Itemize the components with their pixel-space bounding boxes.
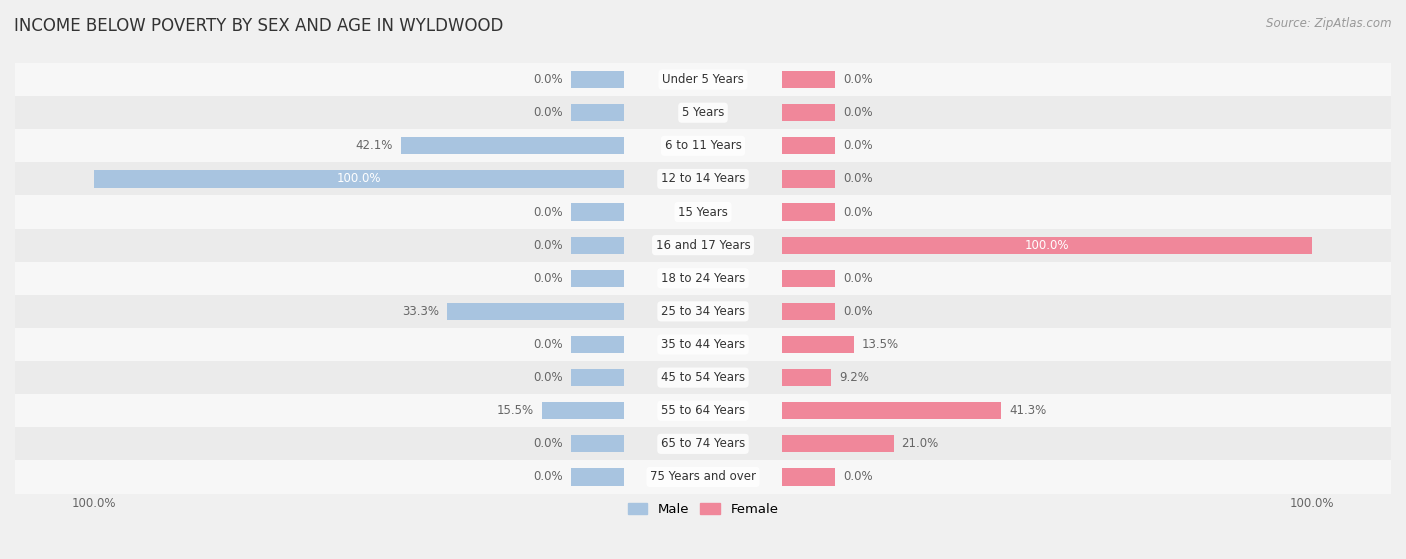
Text: 100.0%: 100.0% (337, 172, 381, 186)
Text: 0.0%: 0.0% (533, 471, 562, 484)
Bar (571, 468, 624, 486)
Bar (15, 96, 1391, 129)
Bar (447, 303, 624, 320)
Text: 12 to 14 Years: 12 to 14 Years (661, 172, 745, 186)
Text: 0.0%: 0.0% (533, 73, 562, 86)
Text: 9.2%: 9.2% (839, 371, 869, 384)
Bar (571, 435, 624, 452)
Bar (94, 170, 624, 187)
Text: 0.0%: 0.0% (844, 73, 873, 86)
Bar (15, 63, 1391, 96)
Bar (571, 71, 624, 88)
Bar (571, 104, 624, 121)
Text: INCOME BELOW POVERTY BY SEX AND AGE IN WYLDWOOD: INCOME BELOW POVERTY BY SEX AND AGE IN W… (14, 17, 503, 35)
Text: 13.5%: 13.5% (862, 338, 898, 351)
Text: 0.0%: 0.0% (844, 305, 873, 318)
Bar (782, 269, 835, 287)
Text: 6 to 11 Years: 6 to 11 Years (665, 139, 741, 152)
Text: 0.0%: 0.0% (533, 338, 562, 351)
Text: 75 Years and over: 75 Years and over (650, 471, 756, 484)
Text: 0.0%: 0.0% (844, 106, 873, 119)
Text: 0.0%: 0.0% (533, 272, 562, 285)
Text: 0.0%: 0.0% (533, 371, 562, 384)
Text: Source: ZipAtlas.com: Source: ZipAtlas.com (1267, 17, 1392, 30)
Text: 35 to 44 Years: 35 to 44 Years (661, 338, 745, 351)
Bar (571, 336, 624, 353)
Text: 15.5%: 15.5% (496, 404, 534, 417)
Text: 0.0%: 0.0% (533, 106, 562, 119)
Bar (782, 71, 835, 88)
Text: 100.0%: 100.0% (72, 497, 117, 510)
Text: 55 to 64 Years: 55 to 64 Years (661, 404, 745, 417)
Bar (571, 369, 624, 386)
Bar (571, 269, 624, 287)
Bar (782, 170, 835, 187)
Bar (782, 137, 835, 154)
Bar (15, 461, 1391, 494)
Bar (15, 262, 1391, 295)
Text: 0.0%: 0.0% (844, 172, 873, 186)
Bar (401, 137, 624, 154)
Text: 42.1%: 42.1% (356, 139, 392, 152)
Text: 0.0%: 0.0% (844, 272, 873, 285)
Text: 25 to 34 Years: 25 to 34 Years (661, 305, 745, 318)
Bar (571, 236, 624, 254)
Bar (15, 295, 1391, 328)
Text: Under 5 Years: Under 5 Years (662, 73, 744, 86)
Bar (15, 361, 1391, 394)
Text: 0.0%: 0.0% (844, 471, 873, 484)
Bar (15, 427, 1391, 461)
Text: 0.0%: 0.0% (844, 206, 873, 219)
Bar (782, 203, 835, 221)
Text: 15 Years: 15 Years (678, 206, 728, 219)
Bar (782, 369, 831, 386)
Text: 5 Years: 5 Years (682, 106, 724, 119)
Text: 21.0%: 21.0% (901, 437, 939, 451)
Text: 0.0%: 0.0% (533, 437, 562, 451)
Bar (541, 402, 624, 419)
Bar (15, 229, 1391, 262)
Text: 100.0%: 100.0% (1025, 239, 1069, 252)
Text: 0.0%: 0.0% (533, 239, 562, 252)
Bar (15, 394, 1391, 427)
Bar (15, 196, 1391, 229)
Bar (782, 104, 835, 121)
Text: 0.0%: 0.0% (533, 206, 562, 219)
Bar (15, 328, 1391, 361)
Text: 18 to 24 Years: 18 to 24 Years (661, 272, 745, 285)
Bar (782, 336, 853, 353)
Bar (571, 203, 624, 221)
Bar (782, 468, 835, 486)
Bar (782, 303, 835, 320)
Text: 45 to 54 Years: 45 to 54 Years (661, 371, 745, 384)
Text: 100.0%: 100.0% (1289, 497, 1334, 510)
Text: 41.3%: 41.3% (1010, 404, 1046, 417)
Legend: Male, Female: Male, Female (627, 504, 779, 517)
Text: 65 to 74 Years: 65 to 74 Years (661, 437, 745, 451)
Bar (782, 402, 1001, 419)
Bar (782, 236, 1312, 254)
Text: 16 and 17 Years: 16 and 17 Years (655, 239, 751, 252)
Bar (782, 435, 894, 452)
Text: 33.3%: 33.3% (402, 305, 440, 318)
Bar (15, 162, 1391, 196)
Bar (15, 129, 1391, 162)
Text: 0.0%: 0.0% (844, 139, 873, 152)
